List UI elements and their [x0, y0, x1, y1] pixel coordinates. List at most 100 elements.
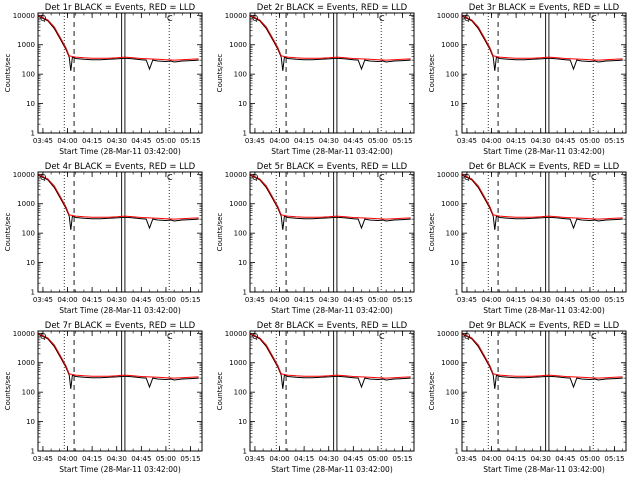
y-tick-label: 1 — [31, 448, 35, 456]
x-tick-label: 04:45 — [555, 137, 575, 145]
y-tick-label: 10000 — [437, 171, 459, 179]
y-tick-label: 1 — [243, 130, 247, 138]
x-tick-label: 04:00 — [481, 296, 501, 304]
events-series-line — [37, 333, 199, 389]
x-tick-label: 03:45 — [457, 455, 477, 463]
panel-title: Det 9r BLACK = Events, RED = LLD — [469, 321, 620, 331]
detector-panel-9: Det 9r BLACK = Events, RED = LLD Counts/s… — [428, 321, 627, 474]
x-tick-label: 05:15 — [180, 137, 200, 145]
y-tick-label: 100 — [446, 230, 459, 238]
corner-mark-right: C — [379, 14, 385, 23]
events-series-line — [37, 174, 199, 230]
x-axis-label: Start Time (28-Mar-11 03:42:00) — [483, 465, 605, 474]
x-tick-label: 03:45 — [33, 137, 53, 145]
detector-panel-2: Det 2r BLACK = Events, RED = LLD Counts/s… — [216, 3, 415, 156]
y-tick-label: 1000 — [441, 41, 459, 49]
x-axis-label: Start Time (28-Mar-11 03:42:00) — [271, 465, 393, 474]
plot-frame — [249, 12, 415, 134]
x-tick-label: 04:15 — [294, 137, 314, 145]
lld-series-line — [37, 333, 199, 379]
x-tick-label: 05:15 — [392, 137, 412, 145]
y-tick-label: 1000 — [229, 359, 247, 367]
x-tick-label: 04:45 — [343, 137, 363, 145]
y-tick-label: 10000 — [437, 330, 459, 338]
plot-frame — [461, 12, 627, 134]
corner-mark-left: Q — [464, 332, 470, 341]
events-series-line — [249, 15, 411, 71]
x-tick-label: 05:15 — [180, 455, 200, 463]
plot-frame — [249, 330, 415, 452]
x-tick-label: 04:30 — [531, 296, 551, 304]
x-axis-label: Start Time (28-Mar-11 03:42:00) — [59, 306, 181, 315]
x-tick-label: 03:45 — [457, 137, 477, 145]
x-tick-label: 04:45 — [131, 455, 151, 463]
y-tick-label: 1000 — [441, 359, 459, 367]
x-axis-label: Start Time (28-Mar-11 03:42:00) — [59, 465, 181, 474]
x-tick-label: 04:45 — [343, 455, 363, 463]
x-axis-label: Start Time (28-Mar-11 03:42:00) — [483, 306, 605, 315]
x-tick-label: 03:45 — [245, 455, 265, 463]
y-tick-label: 1000 — [17, 200, 35, 208]
plot-frame — [249, 171, 415, 293]
y-tick-label: 10 — [238, 100, 247, 108]
x-tick-label: 04:45 — [555, 455, 575, 463]
x-tick-label: 04:15 — [506, 296, 526, 304]
x-tick-label: 05:00 — [156, 296, 176, 304]
corner-mark-left: Q — [40, 14, 46, 23]
x-tick-label: 03:45 — [245, 137, 265, 145]
x-tick-label: 05:00 — [156, 455, 176, 463]
corner-mark-right: C — [379, 173, 385, 182]
events-series-line — [461, 333, 623, 389]
y-tick-label: 10 — [26, 418, 35, 426]
y-tick-label: 100 — [446, 71, 459, 79]
y-tick-label: 1 — [455, 289, 459, 297]
lld-series-line — [461, 174, 623, 220]
x-tick-label: 05:00 — [156, 137, 176, 145]
x-tick-label: 05:00 — [580, 296, 600, 304]
y-tick-label: 10 — [450, 100, 459, 108]
x-tick-label: 03:45 — [33, 455, 53, 463]
corner-mark-left: Q — [40, 173, 46, 182]
x-tick-label: 04:00 — [269, 137, 289, 145]
x-tick-label: 04:15 — [82, 137, 102, 145]
y-tick-label: 1000 — [17, 41, 35, 49]
corner-mark-right: C — [591, 332, 597, 341]
y-axis-label: Counts/sec — [428, 54, 436, 93]
events-series-line — [249, 333, 411, 389]
y-tick-label: 100 — [234, 230, 247, 238]
y-tick-label: 100 — [446, 389, 459, 397]
y-tick-label: 1000 — [441, 200, 459, 208]
corner-mark-right: C — [591, 14, 597, 23]
y-tick-label: 10000 — [13, 330, 35, 338]
x-tick-label: 03:45 — [33, 296, 53, 304]
y-axis-label: Counts/sec — [4, 54, 12, 93]
x-tick-label: 04:45 — [131, 137, 151, 145]
y-tick-label: 100 — [22, 389, 35, 397]
corner-mark-left: Q — [464, 173, 470, 182]
events-series-line — [461, 15, 623, 71]
detector-panel-8: Det 8r BLACK = Events, RED = LLD Counts/s… — [216, 321, 415, 474]
x-axis-label: Start Time (28-Mar-11 03:42:00) — [483, 147, 605, 156]
y-axis-label: Counts/sec — [216, 372, 224, 411]
x-tick-label: 04:30 — [531, 137, 551, 145]
y-tick-label: 10 — [450, 418, 459, 426]
y-axis-label: Counts/sec — [428, 213, 436, 252]
x-tick-label: 04:45 — [131, 296, 151, 304]
corner-mark-left: Q — [252, 332, 258, 341]
x-tick-label: 05:00 — [368, 455, 388, 463]
x-tick-label: 04:00 — [57, 137, 77, 145]
y-axis-label: Counts/sec — [4, 372, 12, 411]
lld-series-line — [249, 333, 411, 379]
panel-title: Det 1r BLACK = Events, RED = LLD — [45, 3, 196, 13]
y-tick-label: 10000 — [225, 171, 247, 179]
y-axis-label: Counts/sec — [4, 213, 12, 252]
events-series-line — [37, 15, 199, 71]
x-tick-label: 05:00 — [580, 455, 600, 463]
x-tick-label: 05:15 — [392, 296, 412, 304]
x-tick-label: 04:00 — [269, 296, 289, 304]
x-tick-label: 04:15 — [82, 296, 102, 304]
x-tick-label: 05:00 — [580, 137, 600, 145]
detector-panel-4: Det 4r BLACK = Events, RED = LLD Counts/s… — [4, 162, 203, 315]
y-tick-label: 1 — [243, 289, 247, 297]
